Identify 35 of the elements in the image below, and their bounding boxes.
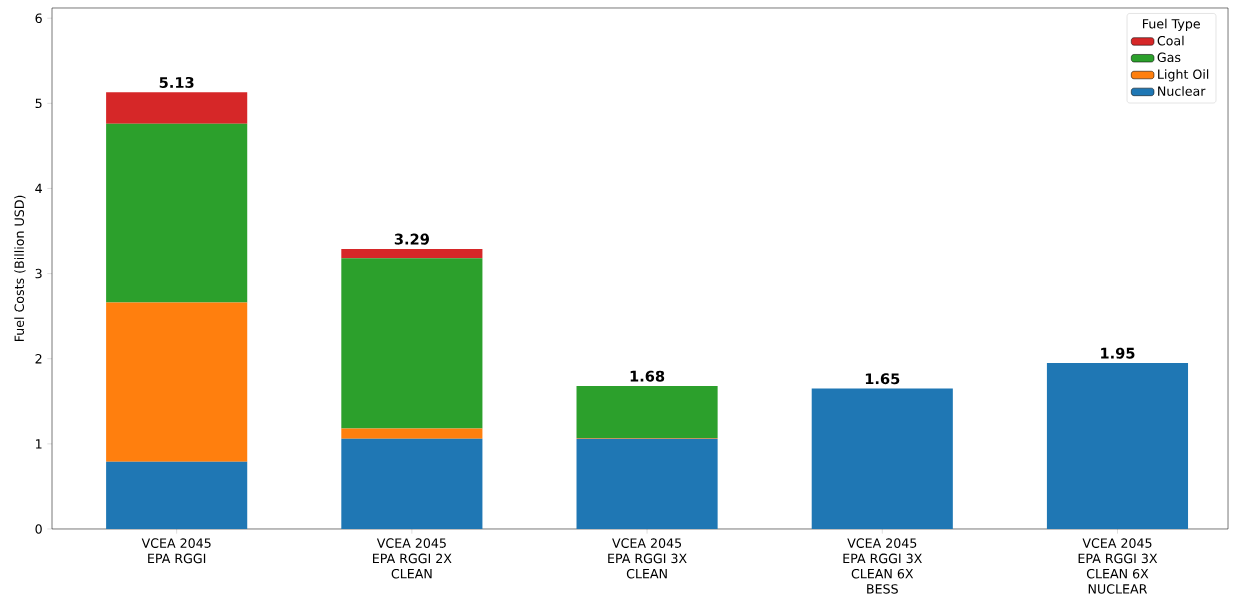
legend-label: Coal (1157, 35, 1184, 46)
bar (1046, 362, 1189, 529)
legend-label: Light Oil (1158, 69, 1209, 82)
y-tick-label: 6 (35, 13, 42, 23)
y-tick-label: 2 (35, 354, 42, 364)
x-tick-label: VCEA 2045 EPA RGGI 3X CLEAN 6X BESS (843, 538, 922, 594)
total-label: 3.29 (394, 233, 429, 245)
total-label: 5.13 (159, 76, 194, 88)
x-tick-label: VCEA 2045 EPA RGGI (141, 538, 211, 564)
bar (341, 428, 483, 439)
y-axis-title: Fuel Costs (Billion USD) (14, 195, 26, 342)
total-label: 1.68 (630, 370, 665, 382)
total-label: 1.65 (865, 373, 900, 385)
bar (576, 438, 718, 529)
bar (341, 248, 483, 259)
y-tick-label: 4 (35, 183, 42, 194)
y-tick-label: 1 (36, 439, 42, 449)
x-tick-label: VCEA 2045 EPA RGGI 3X CLEAN 6X NUCLEAR (1078, 538, 1158, 594)
bar (106, 92, 248, 124)
bar (811, 388, 953, 529)
legend-title: Fuel Type (1143, 18, 1200, 31)
legend-label: Nuclear (1158, 86, 1206, 96)
legend-label: Gas (1157, 52, 1181, 63)
bar (576, 385, 718, 438)
bar (341, 438, 483, 529)
x-tick-label: VCEA 2045 EPA RGGI 2X CLEAN (373, 538, 452, 579)
bar (341, 258, 483, 429)
total-label: 1.95 (1101, 347, 1135, 359)
bar (106, 461, 248, 529)
y-tick-label: 3 (35, 268, 42, 279)
x-tick-label: VCEA 2045 EPA RGGI 3X CLEAN (608, 538, 687, 579)
y-tick-label: 0 (35, 524, 42, 534)
bar (106, 302, 248, 462)
bar (106, 123, 248, 303)
y-tick-label: 5 (35, 98, 42, 109)
